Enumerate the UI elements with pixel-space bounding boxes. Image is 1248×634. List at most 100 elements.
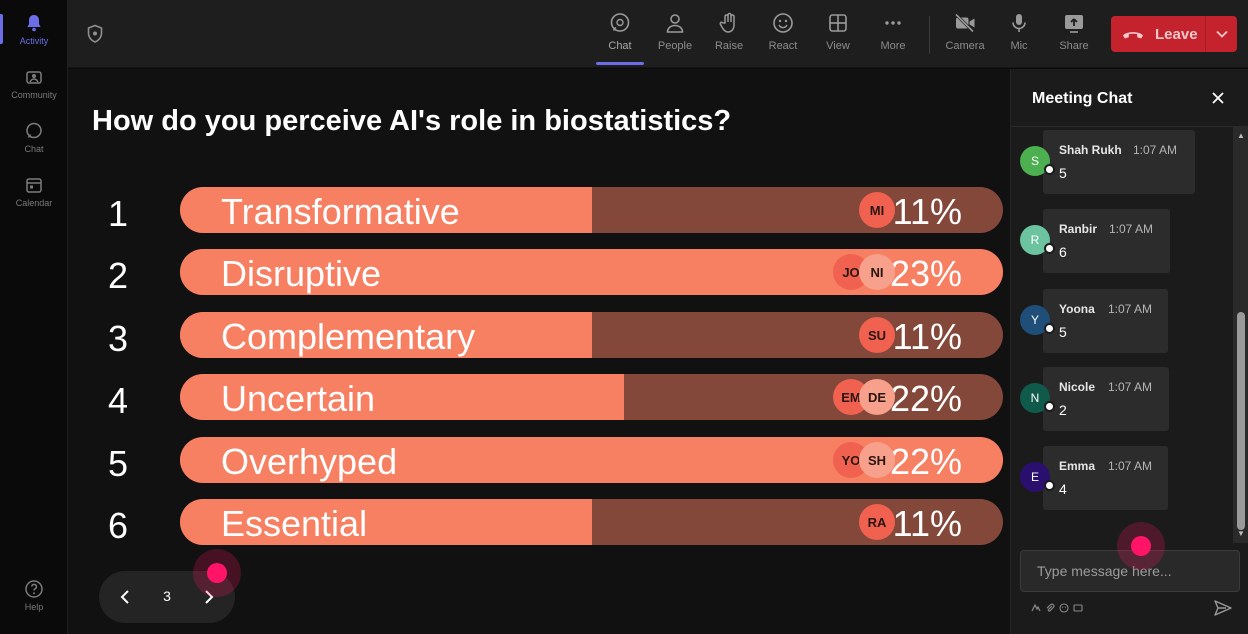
option-label: Essential xyxy=(221,503,368,544)
option-bar: Transformative MI 11% xyxy=(180,187,1003,233)
chat-button[interactable]: Chat xyxy=(594,10,646,65)
option-percent: 11% xyxy=(892,503,962,544)
poll-option-row: 1 Transformative MI 11% xyxy=(92,187,1003,234)
rail-item-calendar[interactable]: Calendar xyxy=(0,166,68,216)
chat-message: Yoona 1:07 AM 5 Y xyxy=(1011,289,1233,353)
sender-name: Yoona xyxy=(1059,302,1095,316)
voter-avatar: SU xyxy=(859,317,895,353)
poll-option-row: 3 Complementary SU 11% xyxy=(92,312,1003,359)
pointer-indicator xyxy=(1117,522,1165,570)
sender-name: Emma xyxy=(1059,459,1096,473)
message-text: 4 xyxy=(1059,481,1067,497)
chat-title: Meeting Chat xyxy=(1032,90,1133,107)
option-label: Overhyped xyxy=(221,441,398,482)
chat-label: Chat xyxy=(608,40,632,52)
camera-button[interactable]: Camera xyxy=(939,10,991,60)
rail-item-activity[interactable]: Activity xyxy=(0,4,68,54)
chat-header: Meeting Chat xyxy=(1011,69,1248,127)
option-number: 6 xyxy=(108,505,129,546)
message-bubble: Emma 1:07 AM 4 xyxy=(1043,446,1168,510)
people-icon xyxy=(663,10,687,36)
message-timestamp: 1:07 AM xyxy=(1108,459,1153,473)
microphone-icon xyxy=(1007,10,1031,36)
message-bubble: Yoona 1:07 AM 5 xyxy=(1043,289,1168,353)
camera-off-icon xyxy=(953,10,977,36)
leave-label: Leave xyxy=(1155,25,1198,43)
more-button[interactable]: More xyxy=(867,10,919,60)
chat-icon xyxy=(23,120,45,142)
scroll-thumb[interactable] xyxy=(1237,312,1245,530)
message-bubble: Ranbir 1:07 AM 6 xyxy=(1043,209,1170,273)
presence-indicator xyxy=(1044,480,1055,491)
avatar[interactable]: E xyxy=(1020,462,1050,492)
chevron-left-icon[interactable] xyxy=(113,585,137,609)
option-number: 5 xyxy=(108,443,129,484)
sender-name: Shah Rukh xyxy=(1059,143,1122,157)
option-bar: Uncertain EM DE 22% xyxy=(180,374,1003,420)
option-number: 1 xyxy=(108,193,129,234)
option-number: 3 xyxy=(108,318,129,359)
message-text: 6 xyxy=(1059,244,1067,260)
rail-item-community[interactable]: Community xyxy=(0,58,68,108)
calendar-icon xyxy=(23,174,45,196)
close-icon[interactable] xyxy=(1209,89,1227,107)
chat-message-input[interactable] xyxy=(1020,550,1240,592)
mic-button[interactable]: Mic xyxy=(993,10,1045,60)
option-bar: Complementary SU 11% xyxy=(180,312,1003,358)
presence-indicator xyxy=(1044,401,1055,412)
more-label: More xyxy=(880,40,906,52)
option-bar-fill xyxy=(180,312,592,358)
option-label: Transformative xyxy=(221,191,460,232)
message-bubble: Nicole 1:07 AM 2 xyxy=(1043,367,1169,431)
presence-indicator xyxy=(1044,243,1055,254)
react-button[interactable]: React xyxy=(757,10,809,60)
chat-message: Shah Rukh 1:07 AM 5 S xyxy=(1011,130,1233,194)
poll-option-row: 2 Disruptive JO NI 23% xyxy=(92,249,1003,296)
chat-message-list: Shah Rukh 1:07 AM 5 S Ranbir 1:07 AM 6 R Yoona 1:… xyxy=(1011,127,1233,543)
people-button[interactable]: People xyxy=(649,10,701,60)
toolbar-divider xyxy=(929,16,930,54)
people-label: People xyxy=(657,40,693,52)
rail-label: Activity xyxy=(19,36,49,46)
shield-icon[interactable] xyxy=(86,24,104,49)
scroll-up-icon[interactable]: ▲ xyxy=(1237,131,1245,140)
community-icon xyxy=(23,66,45,88)
option-bar-fill xyxy=(180,499,592,545)
format-icon[interactable] xyxy=(1030,602,1042,614)
rail-label: Chat xyxy=(24,144,44,154)
emoji-icon[interactable] xyxy=(1058,602,1070,614)
send-icon[interactable] xyxy=(1213,598,1233,618)
poll-stage: How do you perceive AI's role in biostat… xyxy=(68,69,1010,634)
voter-avatar: RA xyxy=(859,504,895,540)
voter-avatar: DE xyxy=(859,379,895,415)
chevron-right-icon[interactable] xyxy=(197,585,221,609)
rail-item-chat[interactable]: Chat xyxy=(0,112,68,162)
presence-indicator xyxy=(1044,323,1055,334)
meeting-chat-panel: Meeting Chat Shah Rukh 1:07 AM 5 S Ranbir 1:0… xyxy=(1010,69,1248,634)
gif-icon[interactable] xyxy=(1072,602,1084,614)
camera-label: Camera xyxy=(945,40,985,52)
leave-button[interactable]: Leave xyxy=(1111,16,1237,52)
raise-hand-button[interactable]: Raise xyxy=(703,10,755,60)
bell-icon xyxy=(23,12,45,34)
page-number: 3 xyxy=(163,588,171,604)
attach-icon[interactable] xyxy=(1044,602,1056,614)
poll-option-row: 5 Overhyped YO SH 22% xyxy=(92,437,1003,484)
mic-label: Mic xyxy=(1010,40,1028,52)
voter-avatar: NI xyxy=(859,254,895,290)
chat-icon xyxy=(608,10,632,36)
message-timestamp: 1:07 AM xyxy=(1108,380,1153,394)
share-button[interactable]: Share xyxy=(1048,10,1100,60)
chat-scrollbar[interactable]: ▲ ▼ xyxy=(1233,127,1248,543)
option-label: Uncertain xyxy=(221,378,376,419)
chevron-down-icon[interactable] xyxy=(1205,16,1237,52)
view-button[interactable]: View xyxy=(812,10,864,60)
emoji-icon xyxy=(771,10,795,36)
scroll-down-icon[interactable]: ▼ xyxy=(1237,529,1245,538)
option-number: 2 xyxy=(108,255,129,296)
poll-question: How do you perceive AI's role in biostat… xyxy=(92,105,732,137)
rail-item-help[interactable]: Help xyxy=(0,570,68,620)
option-percent: 23% xyxy=(889,253,962,294)
view-label: View xyxy=(826,40,850,52)
hand-icon xyxy=(717,10,741,36)
